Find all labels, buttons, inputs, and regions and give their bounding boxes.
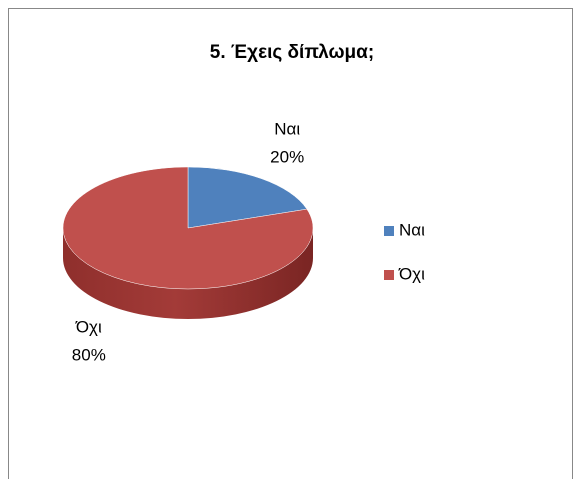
- pie-slice: [187, 166, 308, 229]
- data-label-value: 20%: [270, 148, 304, 167]
- legend-swatch: [384, 226, 394, 236]
- pie-slice: [62, 166, 314, 290]
- legend-label: Όχι: [398, 264, 425, 283]
- legend-swatch: [384, 270, 394, 280]
- data-label-name: Ναι: [274, 120, 300, 139]
- data-label-value: 80%: [72, 345, 106, 364]
- data-label-name: Όχι: [75, 317, 102, 336]
- pie-side: [63, 228, 313, 319]
- chart-title: 5. Έχεις δίπλωμα;: [210, 42, 374, 63]
- legend-label: Ναι: [399, 220, 425, 239]
